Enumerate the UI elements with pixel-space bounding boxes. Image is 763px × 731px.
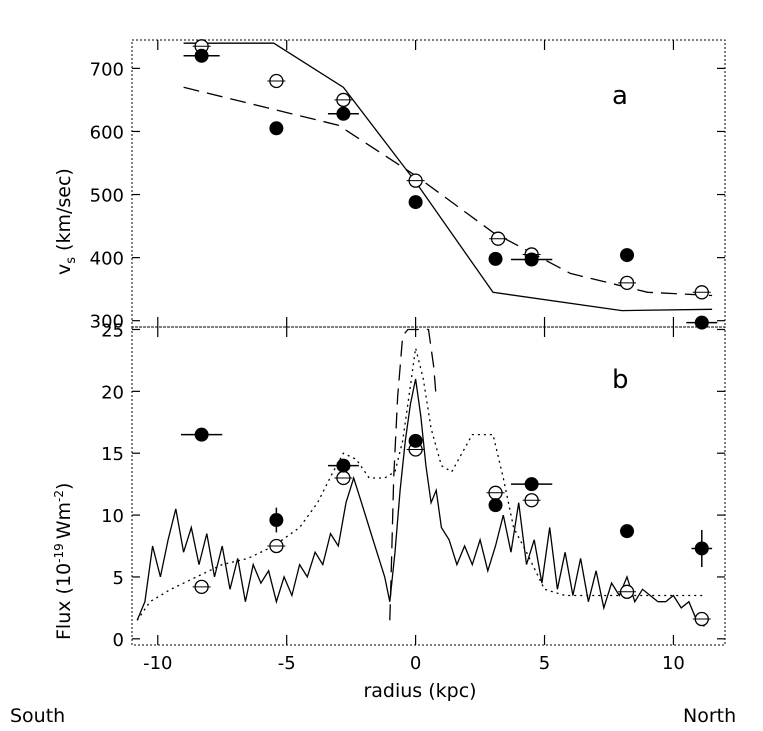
panel-b-ytick-label: 20 xyxy=(101,382,124,403)
ylabel-b-exp1: -19 xyxy=(52,543,66,563)
panel-b-ytick-label: 10 xyxy=(101,506,124,527)
south-label: South xyxy=(10,705,65,727)
panel-a-label: a xyxy=(612,81,628,111)
ylabel-a-main: v xyxy=(53,264,75,275)
north-label: North xyxy=(683,705,736,727)
panel-b-xtick-label: -5 xyxy=(278,653,296,674)
panel-a-filled-point xyxy=(488,251,503,266)
svg-text:vs(km/sec): vs (km/sec) xyxy=(53,168,79,275)
ylabel-b: Flux (10-19 Wm-2) xyxy=(52,483,75,640)
panel-b-ytick-label: 15 xyxy=(101,444,124,465)
panel-a-filled-point xyxy=(269,121,284,136)
panel-a-ytick-label: 400 xyxy=(90,249,124,270)
panel-b-xtick-label: -10 xyxy=(143,653,172,674)
panel-b-filled-point xyxy=(408,433,423,448)
panel-b-ytick-label: 0 xyxy=(113,630,124,651)
panel-a: 300 400 500 600 700 xyxy=(90,39,726,333)
panel-a-series-solid-model xyxy=(183,42,713,312)
panel-b-filled-point xyxy=(620,524,635,539)
panel-b-filled-point xyxy=(269,513,284,528)
panel-a-series-dashed-model xyxy=(183,86,713,297)
ylabel-b-mid: Wm xyxy=(53,502,75,539)
panel-b-series-solid-profile xyxy=(136,378,705,627)
panel-a-filled-point xyxy=(524,252,539,267)
panel-a-filled-point xyxy=(194,48,209,63)
panel-b-label: b xyxy=(612,365,629,395)
panel-b-filled-point xyxy=(194,427,209,442)
panel-b-xtick-label: 0 xyxy=(410,653,421,674)
panel-a-ytick-label: 300 xyxy=(90,312,124,333)
panel-a-ytick-label: 600 xyxy=(90,122,124,143)
ylabel-b-exp2: -2 xyxy=(52,490,66,502)
panel-a-filled-point xyxy=(694,315,709,330)
ylabel-b-end: ) xyxy=(53,483,75,490)
panel-a-filled-point xyxy=(620,248,635,263)
ylabel-a: vs (km/sec) xyxy=(53,168,79,275)
panel-b-xtick-label: 10 xyxy=(662,653,685,674)
panel-a-frame xyxy=(131,39,726,328)
panel-b-xtick-label: 5 xyxy=(539,653,550,674)
panel-b: 0 5 10 15 20 25 -10 -5 0 5 10 xyxy=(101,320,726,674)
panel-b-filled-point xyxy=(488,498,503,513)
ylabel-a-units: (km/sec) xyxy=(53,168,75,251)
panel-b-filled-point xyxy=(694,541,709,556)
panel-a-filled-point xyxy=(336,106,351,121)
ylabel-a-sub: s xyxy=(64,257,79,264)
panel-a-filled-point xyxy=(408,195,423,210)
panel-b-ytick-label: 5 xyxy=(113,568,124,589)
panel-a-ytick-label: 500 xyxy=(90,186,124,207)
panel-a-ytick-label: 700 xyxy=(90,59,124,80)
panel-b-series-dashed-profile xyxy=(389,328,437,621)
svg-text:Flux (10-19Wm-2): Flux (10-19 Wm-2) xyxy=(52,483,75,640)
panel-b-filled-point xyxy=(524,477,539,492)
panel-b-frame xyxy=(131,326,726,646)
ylabel-b-main: Flux (10 xyxy=(53,563,75,640)
panel-b-ytick-label: 25 xyxy=(101,320,124,341)
xlabel: radius (kpc) xyxy=(363,680,476,702)
panel-b-filled-point xyxy=(336,458,351,473)
panel-b-series-dotted-profile xyxy=(136,347,705,621)
